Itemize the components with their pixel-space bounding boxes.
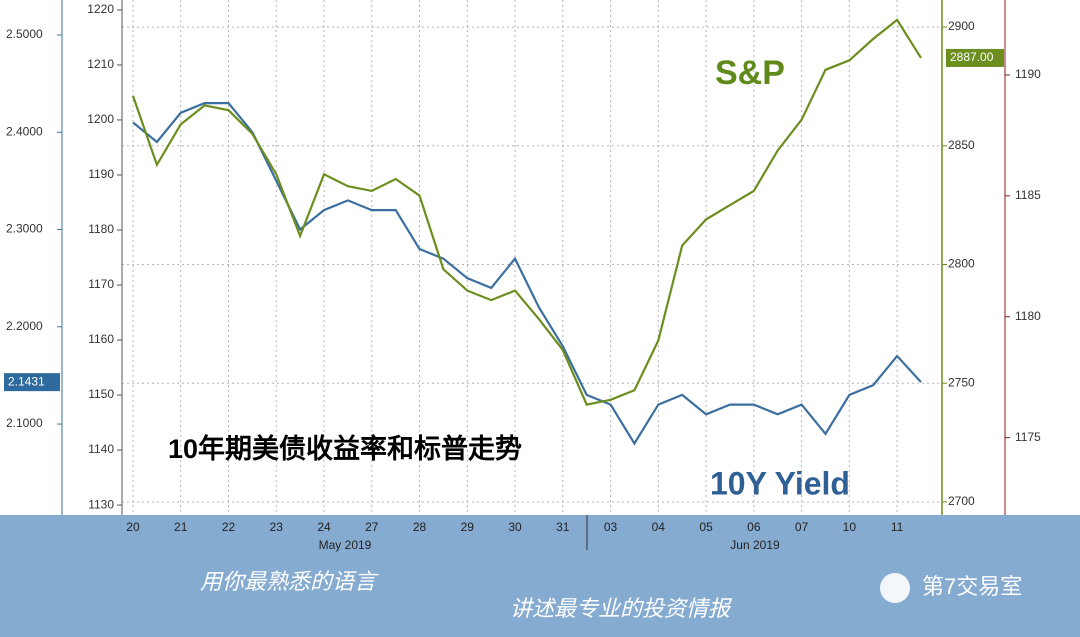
x-tick-label: 06	[747, 520, 761, 534]
y-tick-label: 2.2000	[6, 319, 43, 333]
month-label: May 2019	[319, 538, 372, 552]
logo	[880, 573, 910, 603]
x-tick-label: 04	[652, 520, 666, 534]
plot-area	[122, 0, 942, 515]
x-tick-label: 05	[699, 520, 713, 534]
value-tag	[4, 373, 60, 392]
extra-tick-label: 1160	[88, 332, 114, 346]
y2-tick-label: 2750	[948, 375, 975, 389]
month-label: Jun 2019	[730, 538, 780, 552]
extra-tick-label: 1180	[1015, 309, 1041, 323]
x-tick-label: 28	[413, 520, 427, 534]
extra-tick-label: 1185	[1015, 188, 1041, 202]
y-tick-label: 2.3000	[6, 222, 43, 236]
x-tick-label: 30	[508, 520, 522, 534]
extra-tick-label: 1140	[88, 442, 114, 456]
x-tick-label: 29	[461, 520, 475, 534]
extra-tick-label: 1190	[1015, 67, 1041, 81]
series-label: S&P	[715, 54, 785, 92]
watermark: 讲述最专业的投资情报	[510, 596, 733, 621]
extra-tick-label: 1180	[88, 222, 114, 236]
x-tick-label: 23	[270, 520, 284, 534]
x-tick-label: 03	[604, 520, 618, 534]
extra-tick-label: 1175	[1015, 430, 1041, 444]
x-tick-label: 22	[222, 520, 236, 534]
extra-tick-label: 1220	[87, 2, 114, 16]
extra-tick-label: 1150	[88, 387, 114, 401]
series-line	[132, 102, 922, 446]
value-tag-label: 2.1431	[8, 374, 45, 388]
extra-tick-label: 1130	[88, 497, 114, 511]
x-tick-label: 20	[126, 520, 140, 534]
x-tick-label: 07	[795, 520, 809, 534]
watermark: 第7交易室	[922, 574, 1022, 599]
extra-tick-label: 1210	[87, 57, 114, 71]
x-tick-label: 31	[556, 520, 570, 534]
y-tick-label: 2.4000	[6, 124, 43, 138]
series-line	[131, 18, 922, 406]
series-label: 10Y Yield	[710, 465, 850, 501]
extra-tick-label: 1170	[88, 277, 114, 291]
watermark: 用你最熟悉的语言	[200, 569, 379, 594]
x-tick-label: 11	[891, 520, 904, 534]
y2-tick-label: 2700	[948, 494, 975, 508]
annotation: 10年期美债收益率和标普走势	[168, 433, 522, 464]
x-tick-label: 10	[843, 520, 857, 534]
y2-tick-label: 2900	[948, 19, 975, 33]
extra-tick-label: 1190	[88, 167, 114, 181]
y-tick-label: 2.5000	[6, 27, 43, 41]
x-tick-label: 21	[174, 520, 188, 534]
y2-tick-label: 2850	[948, 138, 975, 152]
y2-tick-label: 2800	[948, 257, 975, 271]
x-tick-label: 24	[317, 520, 331, 534]
value-tag-label: 2887.00	[950, 50, 994, 64]
extra-tick-label: 1200	[87, 112, 114, 126]
value-tag	[946, 48, 1004, 67]
y-tick-label: 2.1000	[6, 416, 43, 430]
x-tick-label: 27	[365, 520, 379, 534]
